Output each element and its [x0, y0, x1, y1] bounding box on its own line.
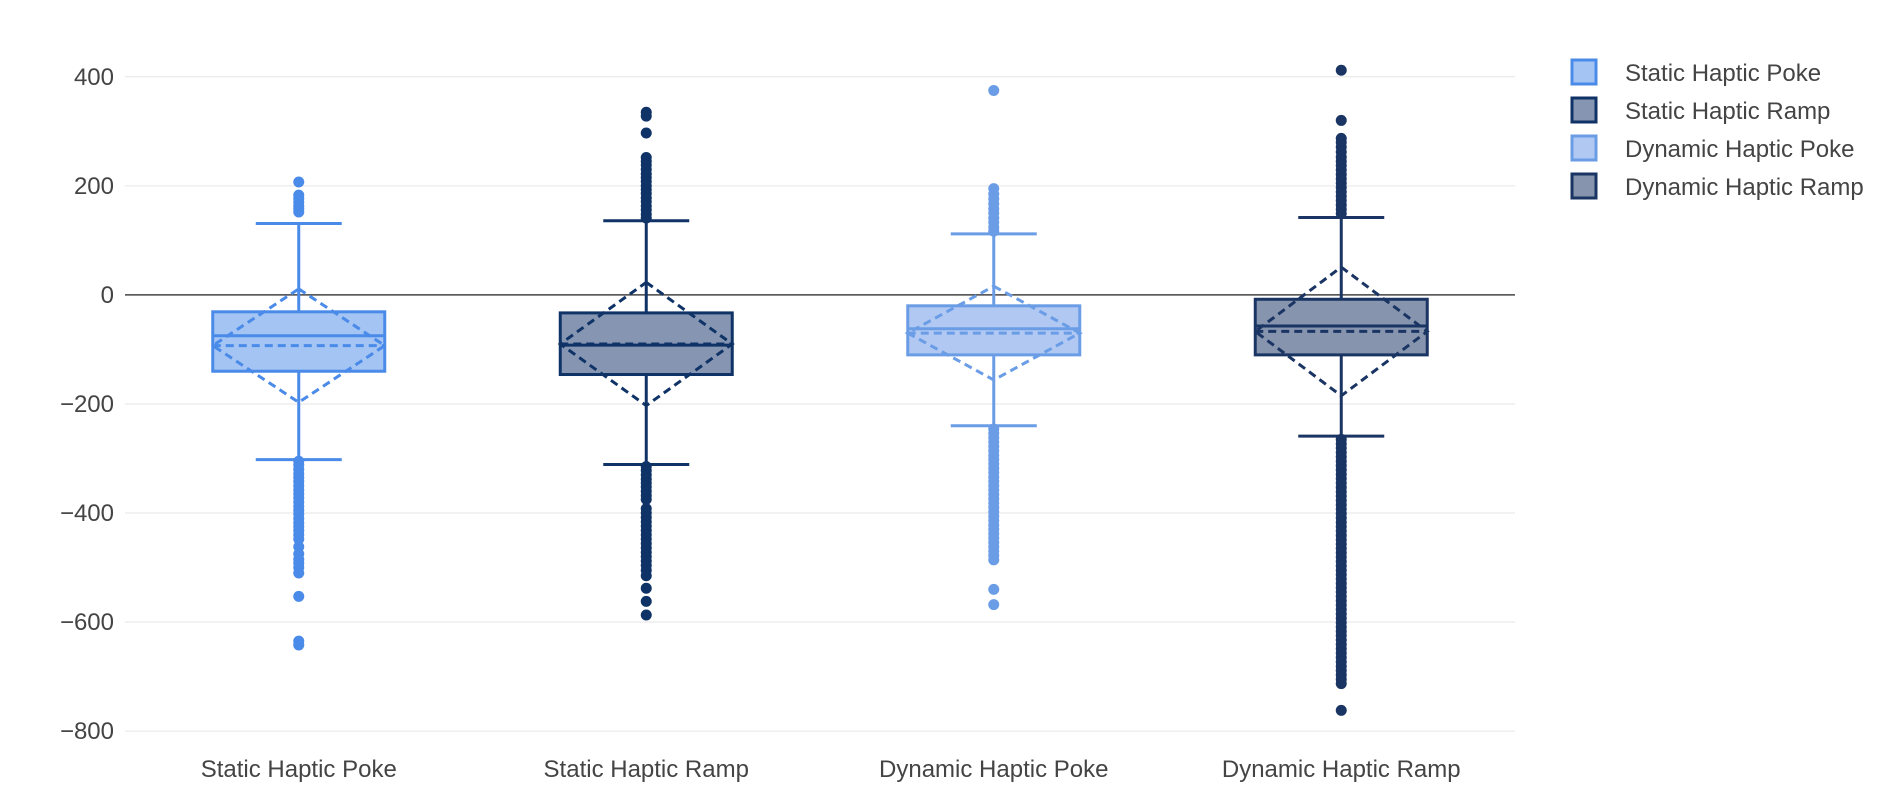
legend-swatch [1570, 134, 1598, 162]
outlier-point [640, 570, 652, 582]
legend-item[interactable]: Dynamic Haptic Poke [1570, 134, 1854, 163]
y-tick-label: 0 [101, 282, 114, 309]
outlier-point [640, 212, 652, 224]
outlier-point [293, 639, 305, 651]
legend-item[interactable]: Static Haptic Poke [1570, 58, 1821, 87]
y-tick-label: −400 [60, 500, 114, 527]
sd-diamond [210, 287, 388, 405]
legend-label: Dynamic Haptic Ramp [1625, 174, 1864, 201]
outlier-point [1335, 678, 1347, 690]
legend-swatch [1570, 96, 1598, 124]
outlier-point [988, 554, 1000, 566]
outlier-point [640, 127, 652, 139]
outlier-point [988, 225, 1000, 237]
y-axis-ticks: 400 200 0 −200 −400 −600 −800 [60, 64, 114, 745]
legend-item[interactable]: Dynamic Haptic Ramp [1570, 172, 1864, 201]
outlier-point [988, 583, 1000, 595]
sd-diamond [1252, 265, 1430, 398]
x-axis-ticks: Static Haptic Poke Static Haptic Ramp Dyna… [201, 756, 1461, 783]
box-series[interactable] [904, 84, 1083, 611]
outlier-point [1335, 114, 1347, 126]
y-tick-label: −200 [60, 391, 114, 418]
outlier-point [988, 84, 1000, 96]
x-tick-label: Static Haptic Ramp [544, 756, 749, 783]
outlier-point [988, 599, 1000, 611]
outlier-point [293, 533, 305, 545]
sd-diamond [557, 280, 735, 408]
box-iqr [906, 304, 1082, 357]
legend-label: Static Haptic Poke [1625, 60, 1821, 87]
legend-swatch [1570, 172, 1598, 200]
outlier-point [640, 609, 652, 621]
outlier-point [293, 590, 305, 602]
box-series[interactable] [557, 106, 735, 621]
legend[interactable]: Static Haptic Poke Static Haptic Ramp Dyna… [1570, 58, 1864, 201]
outlier-point [293, 176, 305, 188]
outlier-point [293, 567, 305, 579]
outlier-point [1335, 208, 1347, 220]
grid-layer [125, 76, 1515, 732]
box-series[interactable] [210, 176, 388, 651]
sd-diamond [904, 284, 1083, 382]
box-iqr [211, 310, 387, 373]
legend-swatch [1570, 58, 1598, 86]
outlier-point [293, 206, 305, 218]
x-tick-label: Static Haptic Poke [201, 756, 397, 783]
y-tick-label: 400 [74, 64, 114, 91]
outlier-point [1335, 64, 1347, 76]
box-series[interactable] [1252, 64, 1430, 716]
y-tick-label: −800 [60, 718, 114, 745]
legend-label: Static Haptic Ramp [1625, 98, 1830, 125]
outlier-point [640, 110, 652, 122]
y-tick-label: −600 [60, 609, 114, 636]
outlier-point [640, 582, 652, 594]
legend-label: Dynamic Haptic Poke [1625, 136, 1854, 163]
outlier-point [640, 595, 652, 607]
outlier-point [1335, 704, 1347, 716]
legend-item[interactable]: Static Haptic Ramp [1570, 96, 1830, 125]
box-layer [210, 64, 1430, 716]
x-tick-label: Dynamic Haptic Poke [879, 756, 1108, 783]
x-tick-label: Dynamic Haptic Ramp [1222, 756, 1461, 783]
outlier-point [640, 493, 652, 505]
y-tick-label: 200 [74, 173, 114, 200]
